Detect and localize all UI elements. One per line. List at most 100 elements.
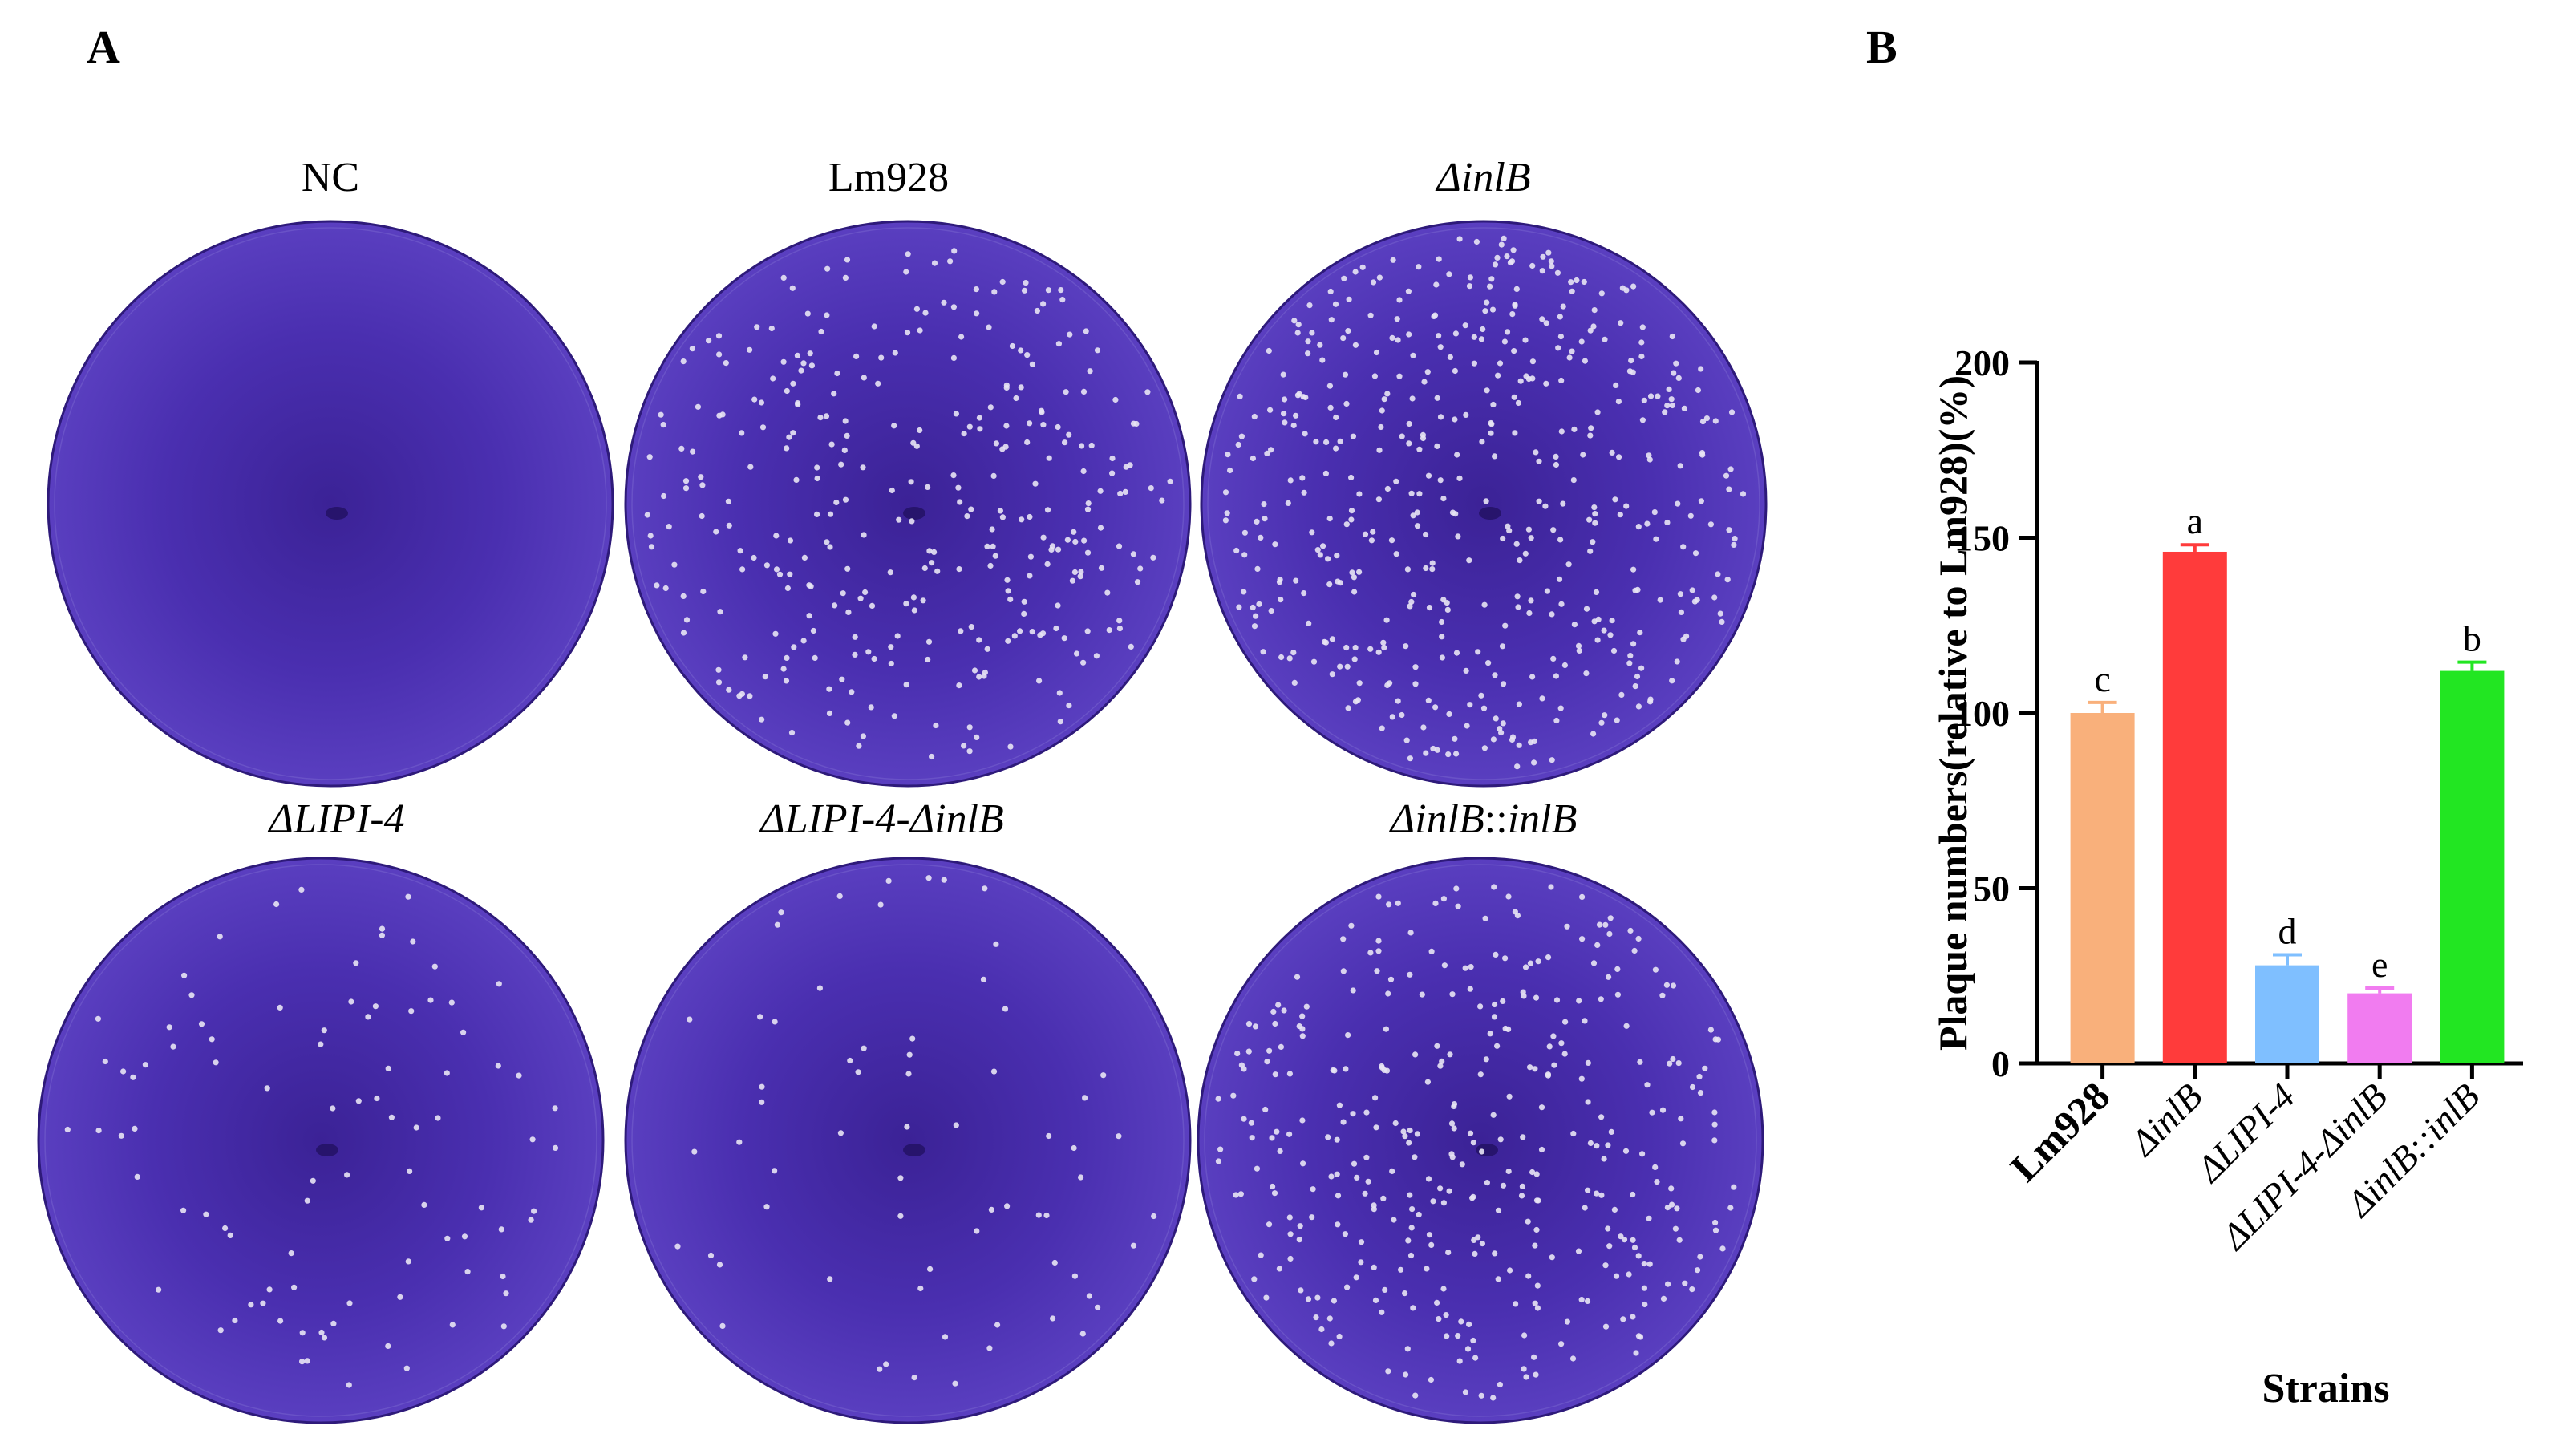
plaque: [1086, 1293, 1092, 1299]
plaque: [968, 506, 974, 512]
plaque: [1407, 930, 1414, 936]
plaque: [1071, 529, 1077, 535]
plaque: [1423, 750, 1429, 756]
plaque: [198, 1021, 205, 1027]
plaque: [1628, 358, 1634, 364]
plaque: [1608, 1128, 1614, 1135]
plaque: [1336, 1102, 1343, 1108]
plaque: [142, 1062, 148, 1068]
plaque: [917, 1285, 924, 1292]
plaque: [1301, 590, 1307, 597]
plaque: [1490, 1395, 1497, 1401]
plaque: [1363, 1109, 1370, 1116]
plaque: [950, 472, 957, 479]
plaque: [1592, 520, 1598, 526]
plaque: [1583, 670, 1590, 677]
plaque: [1297, 1223, 1303, 1229]
plaque: [1619, 285, 1626, 291]
plaque: [716, 412, 723, 419]
plaque: [1591, 504, 1598, 511]
plaque: [1356, 680, 1363, 687]
plaque: [1079, 443, 1085, 449]
plaque: [1458, 1318, 1464, 1325]
plaque: [1348, 474, 1355, 481]
plaque: [1452, 416, 1458, 423]
significance-letter-5: b: [2463, 618, 2481, 659]
plaque: [1618, 320, 1624, 326]
plaque: [1358, 1259, 1364, 1266]
plaque: [1270, 1183, 1276, 1190]
plaque: [408, 1008, 415, 1015]
plaque: [1217, 1146, 1224, 1152]
plaque: [1441, 962, 1448, 969]
plaque: [786, 434, 792, 440]
plaque: [827, 511, 834, 517]
plaque: [788, 730, 796, 736]
plaque: [920, 597, 926, 604]
plaque: [1353, 1274, 1359, 1281]
plate-label-lm928: Lm928: [828, 155, 950, 200]
plaque: [1137, 565, 1144, 572]
plaque: [1029, 629, 1035, 635]
plaque: [1446, 1188, 1452, 1194]
plaque: [1680, 544, 1687, 550]
plaque: [1286, 1131, 1293, 1137]
plaque: [1093, 653, 1100, 659]
plaque: [1087, 368, 1093, 375]
plaque: [1410, 1305, 1416, 1311]
plaque: [1521, 1332, 1528, 1339]
plaque: [1130, 1242, 1137, 1249]
plaque: [680, 358, 687, 365]
plaque: [776, 571, 784, 577]
plaque: [431, 963, 438, 970]
plaque: [1004, 577, 1011, 583]
plaque: [1598, 1192, 1605, 1198]
plaque: [1350, 433, 1356, 439]
plate-rim: [631, 864, 1185, 1417]
plaque: [897, 1175, 904, 1181]
plaque: [790, 430, 796, 436]
plaque: [1500, 720, 1506, 727]
plaque: [1439, 1058, 1445, 1064]
plaque: [717, 609, 723, 615]
plaque: [1359, 264, 1366, 270]
plaque: [1719, 618, 1725, 625]
plaque: [321, 1027, 327, 1034]
plaque: [1664, 519, 1671, 526]
plaque: [877, 901, 884, 908]
plaque: [933, 722, 939, 729]
plaque: [1085, 500, 1092, 507]
plaque: [844, 565, 851, 572]
plaque: [1055, 602, 1061, 609]
plaque: [1639, 417, 1646, 423]
plaque: [1358, 1239, 1365, 1245]
plaque: [1515, 399, 1521, 407]
plaque: [1222, 517, 1229, 524]
plaque: [1300, 1160, 1306, 1167]
plaque: [1647, 696, 1654, 703]
plaque: [495, 1063, 501, 1069]
plaque: [1482, 308, 1488, 314]
plaque: [1484, 299, 1490, 306]
plaque: [1447, 354, 1453, 360]
plaque: [413, 1124, 419, 1131]
plaque: [1578, 1075, 1585, 1082]
plaque: [1439, 618, 1445, 626]
plaque: [500, 1323, 507, 1330]
plaque: [516, 1072, 522, 1079]
plaque: [1587, 548, 1594, 554]
plaque: [1456, 475, 1463, 481]
plaque: [1409, 1206, 1416, 1213]
plaque: [1313, 1314, 1319, 1321]
plaque: [1611, 1206, 1618, 1213]
plaque: [1575, 1248, 1582, 1254]
plaque: [810, 627, 816, 634]
plaque: [1644, 1082, 1651, 1088]
plaque: [260, 1300, 266, 1306]
y-tick-label: 50: [1973, 869, 2010, 909]
plaque: [1533, 1226, 1540, 1233]
plaque: [780, 274, 787, 281]
plaque: [857, 595, 864, 601]
plaque: [1396, 297, 1403, 303]
plaque: [868, 704, 874, 711]
